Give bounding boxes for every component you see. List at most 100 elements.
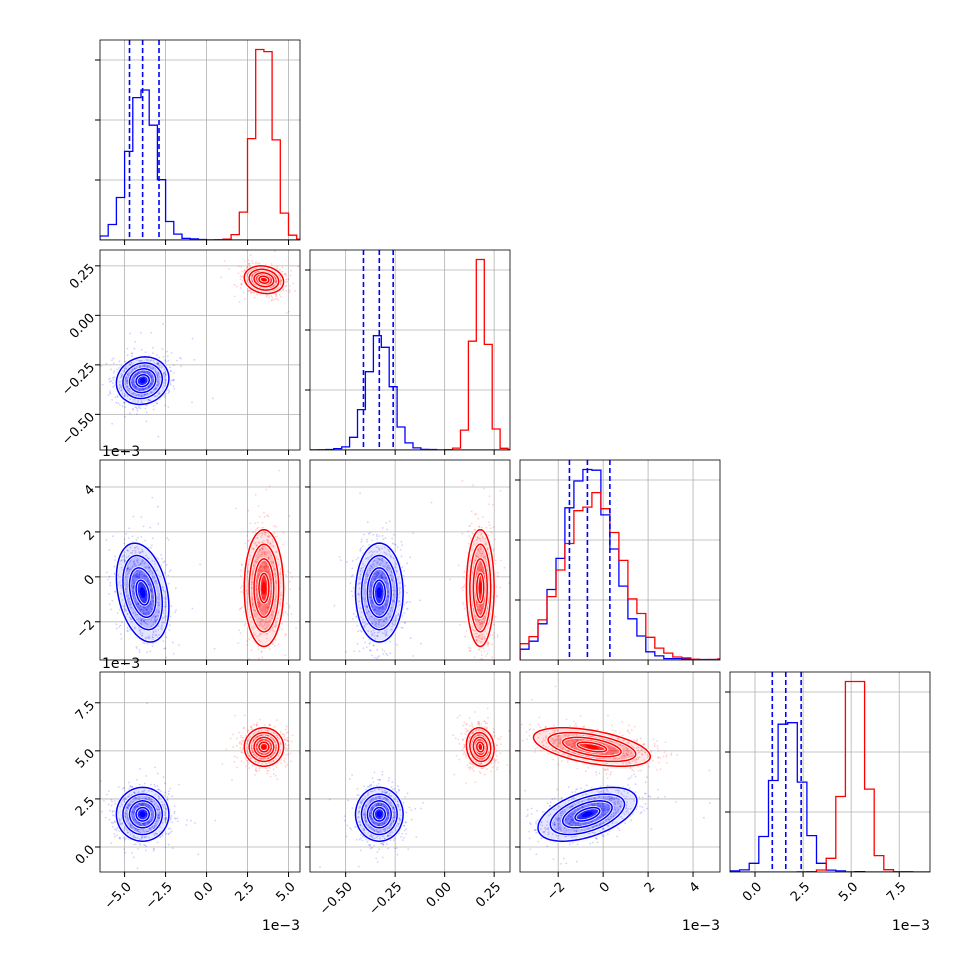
scatter-point: [134, 373, 137, 375]
scatter-point: [157, 385, 159, 387]
scatter-point: [488, 524, 491, 527]
scatter-point: [275, 580, 277, 583]
scatter-point: [351, 595, 354, 597]
scatter-point: [382, 560, 384, 563]
scatter-point: [383, 551, 386, 554]
scatter-point: [136, 407, 139, 410]
scatter-point: [160, 627, 163, 630]
scatter-point: [132, 561, 135, 563]
scatter-point: [125, 590, 128, 593]
scatter-point: [480, 638, 483, 641]
scatter-point: [141, 560, 143, 563]
scatter-point: [269, 573, 271, 576]
scatter-point: [131, 377, 134, 380]
scatter-point: [150, 625, 153, 627]
scatter-point: [151, 597, 154, 599]
scatter-point: [352, 574, 354, 576]
scatter-point: [393, 543, 396, 545]
scatter-point: [376, 535, 378, 538]
scatter-point: [366, 606, 368, 609]
scatter-point: [132, 588, 135, 591]
scatter-point: [357, 556, 360, 559]
scatter-point: [255, 588, 258, 591]
scatter-point: [270, 299, 273, 302]
scatter-point: [277, 611, 280, 614]
scatter-point: [388, 564, 390, 567]
scatter-point: [157, 598, 160, 601]
scatter-point: [359, 549, 362, 552]
scatter-point: [398, 599, 400, 602]
scatter-point: [263, 565, 265, 568]
scatter-point: [138, 573, 141, 576]
scatter-point: [376, 658, 378, 660]
scatter-point: [156, 618, 159, 621]
scatter-point: [173, 372, 175, 374]
scatter-point: [167, 389, 170, 391]
scatter-point: [279, 280, 282, 283]
scatter-point: [382, 578, 385, 580]
scatter-point: [275, 279, 278, 282]
scatter-point: [140, 395, 143, 397]
scatter-point: [385, 562, 387, 565]
scatter-point: [258, 550, 261, 553]
scatter-point: [133, 577, 136, 579]
scatter-point: [374, 577, 377, 580]
scatter-point: [257, 605, 260, 608]
contour-line: [243, 528, 285, 648]
scatter-point: [275, 297, 277, 300]
scatter-point: [385, 674, 387, 676]
scatter-point: [374, 608, 377, 610]
scatter-point: [371, 602, 373, 604]
scatter-point: [473, 528, 476, 531]
scatter-point: [378, 558, 381, 561]
scatter-point: [285, 633, 288, 636]
scatter-point: [389, 615, 391, 618]
scatter-point: [265, 565, 268, 568]
scatter-point: [379, 574, 382, 577]
scatter-point: [259, 569, 262, 572]
scatter-point: [381, 559, 383, 562]
scatter-point: [395, 570, 398, 572]
scatter-point: [272, 561, 275, 564]
scatter-point: [378, 576, 381, 579]
scatter-point: [265, 570, 267, 573]
scatter-point: [401, 566, 404, 569]
scatter-point: [255, 580, 258, 582]
scatter-point: [173, 387, 176, 390]
scatter-point: [381, 632, 384, 635]
scatter-point: [151, 544, 153, 547]
scatter-point: [273, 532, 276, 534]
scatter-point: [369, 615, 372, 618]
scatter-point: [169, 366, 171, 369]
scatter-point: [287, 570, 289, 573]
scatter-point: [381, 573, 383, 575]
scatter-point: [245, 266, 248, 269]
scatter-point: [390, 574, 393, 577]
scatter-point: [394, 619, 397, 622]
scatter-point: [371, 601, 374, 604]
scatter-point: [386, 602, 388, 605]
scatter-point: [266, 566, 269, 569]
scatter-point: [365, 571, 368, 574]
scatter-point: [264, 532, 267, 534]
scatter-point: [379, 607, 381, 609]
scatter-point: [140, 682, 142, 684]
scatter-point: [213, 647, 216, 650]
scatter-point: [371, 615, 373, 618]
scatter-point: [385, 522, 387, 524]
scatter-point: [369, 532, 371, 534]
scatter-point: [151, 589, 154, 591]
scatter-point: [262, 608, 265, 611]
scatter-point: [274, 623, 277, 625]
scatter-point: [132, 587, 135, 590]
scatter-point: [149, 650, 152, 653]
panel-frame: [729, 671, 931, 873]
scatter-point: [135, 574, 138, 577]
scatter-point: [235, 507, 237, 510]
scatter-point: [376, 649, 379, 651]
scatter-point: [483, 619, 486, 622]
density-level: [261, 278, 267, 282]
scatter-point: [394, 544, 397, 546]
scatter-point: [285, 312, 288, 314]
scatter-point: [251, 597, 254, 600]
